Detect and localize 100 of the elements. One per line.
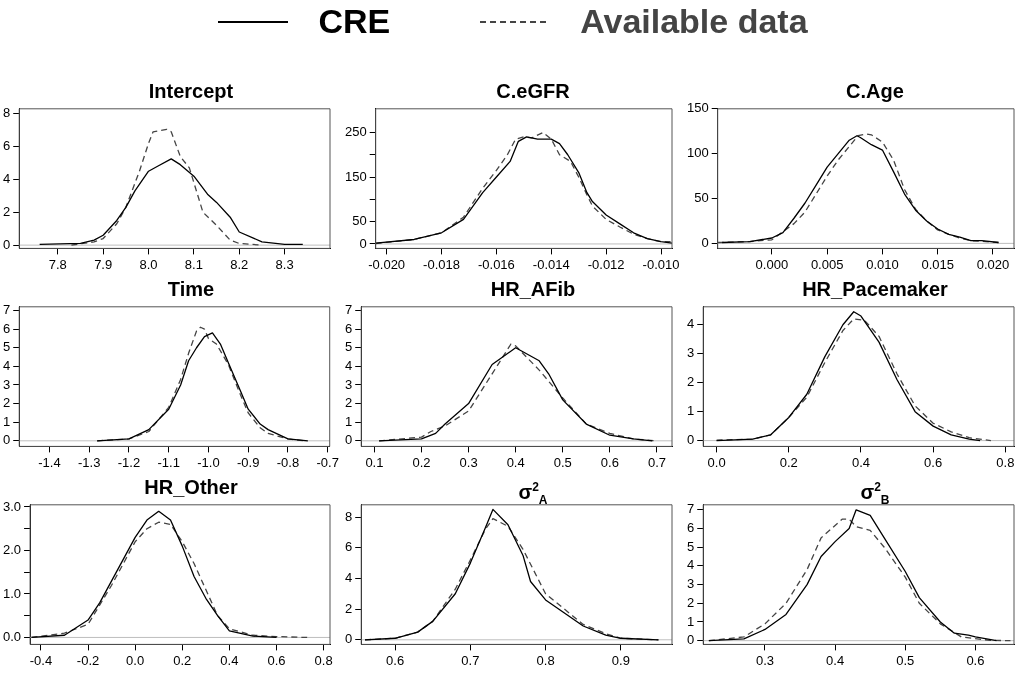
- y-tick-label: 4: [687, 557, 695, 573]
- x-tick-label: -0.012: [587, 256, 625, 272]
- chart-title: C.eGFR: [495, 80, 571, 102]
- x-tick-label: 0.2: [173, 652, 192, 668]
- x-tick-label: 0.6: [924, 454, 943, 470]
- y-tick-label: 100: [686, 145, 709, 161]
- x-tick-label: 0.4: [851, 454, 870, 470]
- x-tick-label: 0.6: [267, 652, 286, 668]
- y-tick-label: 4: [345, 570, 353, 586]
- legend-label: CRE: [318, 2, 391, 41]
- y-tick-label: 1: [345, 413, 353, 429]
- y-tick-label: 6: [3, 320, 11, 336]
- x-tick-label: 0.4: [506, 454, 525, 470]
- y-tick-label: 0.0: [2, 629, 22, 645]
- y-tick-label: 0: [345, 432, 353, 448]
- y-tick-label: 7: [3, 302, 11, 318]
- x-tick-label: -0.7: [316, 454, 339, 470]
- chart-title: Intercept: [147, 80, 235, 102]
- chart-title: HR_Other: [143, 476, 239, 498]
- y-tick-label: 0: [3, 432, 11, 448]
- y-tick-label: 150: [686, 100, 709, 116]
- x-tick-label: 8.0: [139, 256, 158, 272]
- y-tick-label: 250: [344, 124, 367, 140]
- x-tick-label: 0.3: [459, 454, 478, 470]
- x-tick-label: 0.010: [866, 256, 899, 272]
- x-tick-label: 0.7: [461, 652, 480, 668]
- x-tick-label: -1.4: [38, 454, 61, 470]
- y-tick-label: 2.0: [2, 542, 22, 558]
- x-tick-label: 0.0: [126, 652, 145, 668]
- chart-title: C.Age: [845, 80, 905, 102]
- y-tick-label: 2: [3, 395, 11, 411]
- x-tick-label: 0.9: [611, 652, 630, 668]
- x-tick-label: 7.8: [48, 256, 67, 272]
- y-tick-label: 3: [3, 376, 11, 392]
- y-tick-label: 8: [3, 105, 11, 121]
- x-tick-label: 0.4: [826, 652, 845, 668]
- x-tick-label: 0.6: [386, 652, 405, 668]
- y-tick-label: 4: [3, 357, 11, 373]
- y-tick-label: 8: [345, 508, 353, 524]
- y-tick-label: 1.0: [2, 585, 22, 601]
- y-tick-label: 0: [3, 236, 11, 252]
- x-tick-label: -1.2: [117, 454, 141, 470]
- y-tick-label: 7: [345, 302, 353, 318]
- y-tick-label: 150: [344, 168, 367, 184]
- x-tick-label: 0.8: [314, 652, 333, 668]
- x-tick-label: 0.3: [755, 652, 774, 668]
- x-tick-label: 0.8: [536, 652, 555, 668]
- x-tick-label: 0.5: [896, 652, 915, 668]
- y-tick-label: 2: [687, 374, 695, 390]
- x-tick-label: 8.2: [230, 256, 249, 272]
- y-tick-label: 50: [694, 190, 709, 206]
- y-tick-label: 2: [3, 203, 11, 219]
- x-tick-label: 0.4: [220, 652, 239, 668]
- x-tick-label: 0.2: [779, 454, 798, 470]
- x-tick-label: 7.9: [94, 256, 113, 272]
- y-tick-label: 0: [687, 632, 695, 648]
- x-tick-label: 8.1: [184, 256, 203, 272]
- chart-title: HR_Pacemaker: [801, 278, 949, 300]
- y-tick-label: 0: [345, 631, 353, 647]
- y-tick-label: 0: [359, 235, 367, 251]
- y-tick-label: 3: [687, 345, 695, 361]
- x-tick-label: 0.005: [810, 256, 844, 272]
- y-tick-label: 6: [687, 520, 695, 536]
- x-tick-label: 0.2: [412, 454, 431, 470]
- y-tick-label: 1: [3, 413, 11, 429]
- y-tick-label: 6: [3, 138, 11, 154]
- x-tick-label: -0.020: [368, 256, 406, 272]
- y-tick-label: 6: [345, 539, 353, 555]
- y-tick-label: 5: [345, 339, 353, 355]
- x-tick-label: 0.8: [996, 454, 1015, 470]
- y-tick-label: 3.0: [2, 498, 22, 514]
- x-tick-label: -0.4: [29, 652, 53, 668]
- y-tick-label: 3: [345, 376, 353, 392]
- x-tick-label: -1.0: [197, 454, 220, 470]
- legend-label: Available data: [580, 2, 808, 41]
- y-tick-label: 0: [701, 234, 709, 250]
- y-tick-label: 3: [687, 576, 695, 592]
- y-tick-label: 4: [687, 316, 695, 332]
- x-tick-label: -1.3: [77, 454, 101, 470]
- x-tick-label: 0.0: [707, 454, 726, 470]
- x-tick-label: 0.020: [976, 256, 1010, 272]
- y-tick-label: 2: [345, 600, 353, 616]
- x-tick-label: 0.6: [600, 454, 619, 470]
- y-tick-label: 50: [352, 213, 367, 229]
- x-tick-label: 0.000: [755, 256, 789, 272]
- y-tick-label: 1: [687, 403, 695, 419]
- chart-title: Time: [166, 278, 216, 300]
- y-tick-label: 2: [687, 594, 695, 610]
- y-tick-label: 0: [687, 432, 695, 448]
- x-tick-label: -0.018: [423, 256, 460, 272]
- x-tick-label: -1.1: [157, 454, 180, 470]
- x-tick-label: 0.015: [921, 256, 954, 272]
- x-tick-label: 8.3: [275, 256, 294, 272]
- x-tick-label: -0.9: [237, 454, 260, 470]
- x-tick-label: 0.7: [647, 454, 666, 470]
- y-tick-label: 1: [687, 613, 695, 629]
- x-tick-label: -0.014: [532, 256, 570, 272]
- y-tick-label: 6: [345, 320, 353, 336]
- x-tick-label: -0.016: [477, 256, 515, 272]
- y-tick-label: 5: [687, 538, 695, 554]
